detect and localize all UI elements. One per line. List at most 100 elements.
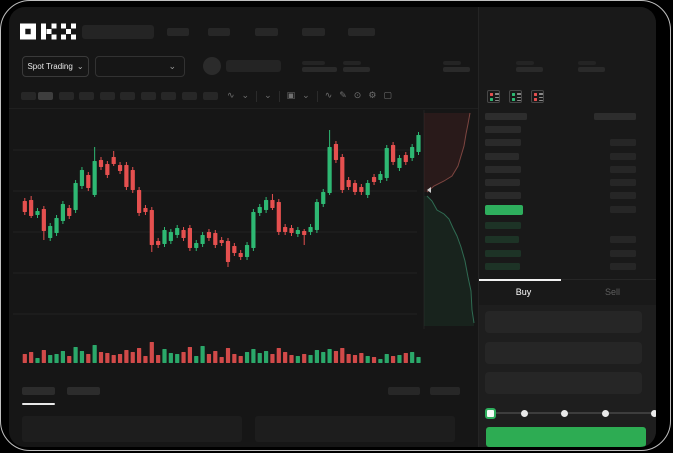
icon-line	[539, 96, 543, 98]
candlestick-chart[interactable]	[9, 108, 478, 370]
draw-tool-icon[interactable]: ✎	[339, 91, 347, 101]
active-tab-underline	[22, 403, 55, 405]
timeframe-button-placeholder[interactable]	[182, 92, 197, 100]
ask-row-placeholder	[610, 153, 636, 160]
divider	[278, 90, 280, 102]
bottom-tab-active-placeholder[interactable]	[22, 387, 55, 395]
divider	[479, 279, 656, 280]
bid-row-placeholder	[485, 263, 520, 270]
okx-app-window: Spot Trading ⌄ ⌄ ∿ ⌄ ⌄ ▣ ⌄ ∿ ✎ ⊙ ⚙ ▢ Buy Sell	[9, 7, 656, 447]
okx-logo[interactable]	[20, 23, 77, 40]
timeframe-button-placeholder[interactable]	[21, 92, 36, 100]
ticker-stat-value-placeholder	[302, 67, 337, 72]
ask-row-placeholder	[485, 153, 519, 160]
icon-bar	[512, 93, 515, 96]
settings-icon[interactable]: ⚙	[368, 91, 377, 101]
tab-sell[interactable]: Sell	[604, 287, 620, 297]
icon-bar	[534, 93, 537, 96]
pair-selector-dropdown[interactable]: ⌄	[95, 56, 185, 77]
slider-stop-dot[interactable]	[560, 409, 568, 417]
timeframe-button-placeholder[interactable]	[38, 92, 53, 100]
amount-input-placeholder[interactable]	[485, 342, 642, 364]
ask-row-placeholder	[485, 139, 521, 146]
price-input-placeholder[interactable]	[485, 311, 642, 333]
ask-row-placeholder	[610, 192, 636, 199]
ask-row-placeholder	[610, 179, 636, 186]
timeframe-button-placeholder[interactable]	[79, 92, 94, 100]
chevron-down-icon[interactable]: ⌄	[241, 91, 250, 101]
icon-line	[539, 93, 543, 95]
nav-item-placeholder[interactable]	[208, 28, 230, 36]
chevron-down-icon[interactable]: ⌄	[302, 91, 310, 101]
bid-row-placeholder	[610, 236, 636, 243]
interval-chevron-icon[interactable]: ⌄	[264, 91, 272, 101]
orderbook-layout-both-icon[interactable]	[487, 90, 500, 103]
ticker-stat-label-placeholder	[343, 61, 361, 65]
divider	[316, 90, 318, 102]
fullscreen-icon[interactable]: ▢	[383, 91, 392, 101]
ticker-stat-value-placeholder	[516, 67, 543, 72]
ticker-stat-label-placeholder	[443, 61, 461, 65]
divider	[9, 108, 478, 109]
slider-stop-dot[interactable]	[601, 409, 609, 417]
timeframe-button-placeholder[interactable]	[59, 92, 74, 100]
orderbook-row-placeholder	[610, 206, 636, 213]
timeframe-button-placeholder[interactable]	[100, 92, 115, 100]
ask-row-placeholder	[610, 166, 636, 173]
orderbook-layout-asks-icon[interactable]	[531, 90, 544, 103]
ask-row-placeholder	[485, 126, 521, 133]
nav-item-placeholder[interactable]	[255, 28, 278, 36]
pair-name-placeholder	[226, 60, 281, 72]
bottom-action-placeholder[interactable]	[430, 387, 460, 395]
timeframe-button-placeholder[interactable]	[120, 92, 135, 100]
nav-item-placeholder[interactable]	[348, 28, 375, 36]
history-panel-placeholder	[255, 416, 455, 442]
market-type-selector[interactable]: Spot Trading ⌄	[22, 56, 89, 77]
pair-coin-avatar	[203, 57, 221, 75]
indicator-icon[interactable]: ∿	[227, 91, 235, 101]
orderbook-header-placeholder	[485, 113, 527, 120]
chart-toolbar-icons: ∿ ⌄ ⌄ ▣ ⌄ ∿ ✎ ⊙ ⚙ ▢	[227, 88, 392, 104]
ticker-stat-value-placeholder	[343, 67, 370, 72]
icon-line	[539, 99, 543, 101]
screenshot-icon[interactable]: ⊙	[353, 91, 362, 101]
icon-line	[517, 99, 521, 101]
slider-stop-dot[interactable]	[520, 409, 528, 417]
orderbook-layout-bids-icon[interactable]	[509, 90, 522, 103]
icon-bar	[534, 97, 537, 101]
timeframe-button-placeholder[interactable]	[203, 92, 218, 100]
icon-bar	[490, 93, 493, 96]
line-tool-icon[interactable]: ∿	[324, 91, 333, 101]
total-input-placeholder[interactable]	[485, 372, 642, 394]
nav-item-placeholder[interactable]	[167, 28, 189, 36]
slider-stop-dot[interactable]	[650, 409, 656, 417]
nav-search-placeholder[interactable]	[82, 25, 154, 39]
bottom-action-placeholder[interactable]	[388, 387, 420, 395]
timeframe-button-placeholder[interactable]	[161, 92, 176, 100]
ticker-stat-label-placeholder	[578, 61, 596, 65]
market-type-label: Spot Trading	[27, 62, 73, 71]
ask-row-placeholder	[485, 179, 520, 186]
divider	[256, 90, 258, 102]
ticker-stat-label-placeholder	[302, 61, 325, 65]
ticker-stat-label-placeholder	[516, 61, 534, 65]
tab-buy[interactable]: Buy	[515, 287, 532, 297]
ask-row-placeholder	[610, 139, 636, 146]
bid-row-placeholder	[485, 236, 519, 243]
chart-style-icon[interactable]: ▣	[286, 91, 296, 101]
amount-slider[interactable]	[490, 412, 655, 414]
bid-row-placeholder	[485, 250, 521, 257]
orderbook-header-placeholder	[594, 113, 636, 120]
buy-submit-button[interactable]	[486, 427, 646, 447]
icon-line	[495, 93, 499, 95]
amount-slider-handle[interactable]	[484, 407, 496, 419]
icon-line	[495, 96, 499, 98]
timeframe-button-placeholder[interactable]	[141, 92, 156, 100]
chevron-down-icon: ⌄	[168, 61, 176, 71]
icon-line	[517, 93, 521, 95]
ticker-stat-value-placeholder	[578, 67, 605, 72]
bottom-tab-placeholder[interactable]	[67, 387, 100, 395]
bid-row-placeholder	[485, 222, 521, 229]
nav-item-placeholder[interactable]	[302, 28, 325, 36]
